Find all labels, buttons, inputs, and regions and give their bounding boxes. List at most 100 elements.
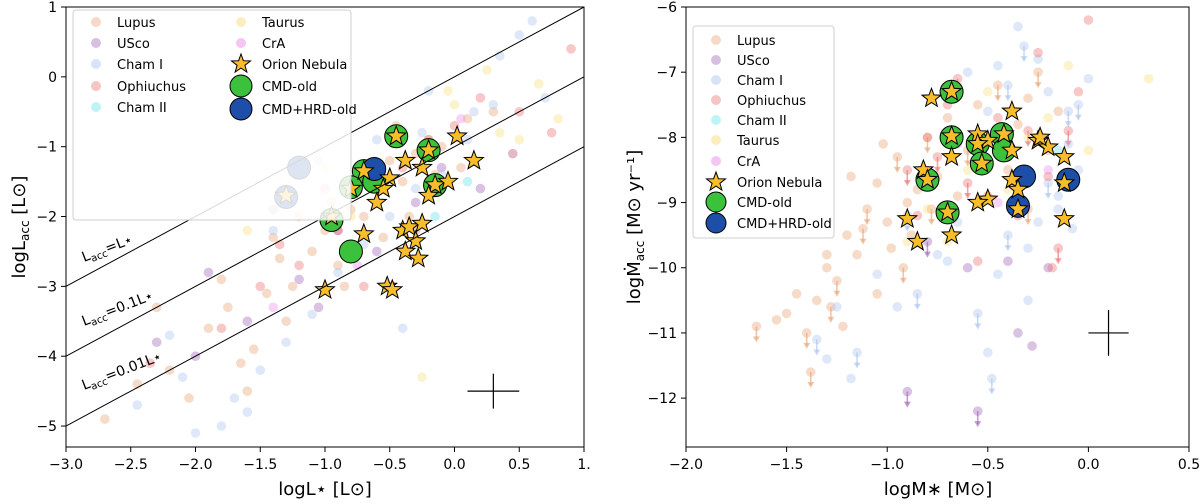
point-lupus: [1053, 106, 1064, 117]
legend-entry-ophiuchus: Ophiuchus: [91, 80, 186, 95]
point-orion-nebula: [417, 138, 440, 160]
point-cham-i: [872, 269, 882, 280]
upper-limit-arrowhead: [903, 179, 911, 186]
point-cra: [456, 113, 466, 124]
point-cham-i: [281, 337, 291, 348]
legend-label: Cham I: [737, 74, 783, 89]
point-lupus: [926, 204, 937, 214]
point-taurus: [495, 127, 505, 138]
point-usco: [436, 162, 447, 173]
point-lupus: [858, 223, 868, 234]
y-tick-label: −4: [36, 349, 57, 365]
upper-limit-arrowhead: [927, 219, 935, 226]
point-lupus: [274, 253, 285, 264]
point-orion-nebula: [385, 124, 408, 146]
point-cham-i: [993, 269, 1003, 280]
point-lupus: [216, 274, 227, 285]
upper-limit-arrowhead: [1020, 56, 1028, 63]
y-tick-label: −8: [656, 130, 677, 146]
point-cham-i: [993, 60, 1003, 71]
point-cham-i: [527, 16, 537, 26]
point-ophiuchus: [294, 260, 304, 271]
point-cra: [1043, 165, 1053, 175]
point-lupus: [942, 113, 953, 123]
left-error-bar: [467, 373, 520, 409]
point-usco: [972, 406, 983, 416]
point-lupus: [846, 171, 856, 182]
point-lupus: [333, 260, 343, 271]
point-lupus: [100, 414, 110, 424]
upper-limit-arrowhead: [833, 290, 841, 297]
legend-label: Orion Nebula: [262, 58, 347, 73]
point-orion-nebula: [940, 80, 963, 101]
point-cham-i: [983, 106, 993, 117]
point-cham-i: [987, 373, 997, 384]
point-ophiuchus: [507, 148, 518, 159]
left-legend-box: [72, 9, 352, 221]
legend-label: Cham II: [117, 101, 167, 116]
point-orion-nebula: [372, 177, 395, 198]
point-ophiuchus: [993, 113, 1003, 123]
point-orion-nebula: [1053, 145, 1076, 167]
point-lupus: [378, 232, 389, 243]
point-taurus: [443, 86, 453, 96]
point-ophiuchus: [972, 256, 983, 267]
legend-label: CMD-old: [262, 80, 317, 95]
point-lupus: [339, 281, 350, 292]
point-lupus: [952, 191, 963, 201]
y-tick-label: −6: [656, 0, 677, 16]
point-orion-nebula: [1001, 138, 1023, 160]
legend-entry-orion-nebula: Orion Nebula: [231, 53, 347, 73]
point-ophiuchus: [1033, 47, 1043, 58]
point-ophiuchus: [1083, 15, 1094, 25]
upper-limit-arrowhead: [1004, 245, 1012, 252]
upper-limit-arrowhead: [994, 95, 1002, 102]
point-cham-i: [822, 354, 832, 364]
legend-entry-taurus: Taurus: [711, 134, 780, 149]
point-lupus: [838, 321, 848, 332]
point-orion-nebula: [1007, 197, 1029, 219]
x-tick-label: 0.5: [508, 457, 530, 473]
point-ophiuchus: [359, 281, 369, 292]
right-ticks: −2.0 −1.5 −1.0 −0.5 0.0 0.5 −12 −11 −10 −9 −8 −7 −6: [647, 0, 1200, 473]
left-x-axis-label: logL⋆ [L⊙]: [278, 479, 372, 500]
point-cham-i: [1033, 54, 1043, 64]
upper-limit-arrowhead: [1004, 95, 1012, 102]
point-lupus: [872, 289, 882, 299]
upper-limit-arrowhead: [813, 349, 821, 356]
point-orion-nebula: [912, 158, 935, 180]
point-cham-i: [1023, 243, 1033, 253]
point-taurus: [983, 86, 993, 97]
point-orion-nebula: [966, 132, 989, 154]
point-taurus: [1043, 113, 1053, 123]
legend-label: CMD-old: [737, 196, 792, 211]
reference-line-lacc-0-01l: [66, 146, 584, 427]
legend-entry-usco: USco: [711, 54, 770, 69]
point-lupus: [852, 249, 862, 260]
legend-label: Cham II: [737, 114, 787, 129]
point-lupus: [397, 176, 408, 187]
point-lupus: [184, 393, 194, 403]
point-ophiuchus: [475, 92, 486, 103]
point-ophiuchus: [255, 281, 266, 292]
point-cham-i: [190, 428, 201, 438]
upper-limit-arrowhead: [974, 421, 982, 428]
point-lupus: [268, 232, 279, 243]
point-cham-i: [811, 334, 822, 345]
point-lupus: [882, 217, 892, 227]
legend-label: Taurus: [736, 134, 780, 149]
point-lupus: [203, 323, 214, 334]
point-cham-i: [892, 302, 903, 312]
right-legend-box: [692, 25, 835, 239]
line-label-3: Lacc=0.01L⋆: [80, 349, 165, 396]
point-orion-nebula: [437, 170, 459, 191]
legend-label: CrA: [737, 155, 760, 170]
point-cham-ii: [462, 176, 473, 187]
upper-limit-arrowhead: [1024, 219, 1032, 226]
right-error-bar: [1088, 310, 1129, 356]
point-cham-i: [1083, 73, 1094, 84]
x-tick-label: −3.0: [49, 457, 83, 473]
legend-entry-cham-i: Cham I: [711, 74, 783, 89]
upper-limit-arrowhead: [863, 219, 871, 226]
point-usco: [962, 262, 973, 273]
